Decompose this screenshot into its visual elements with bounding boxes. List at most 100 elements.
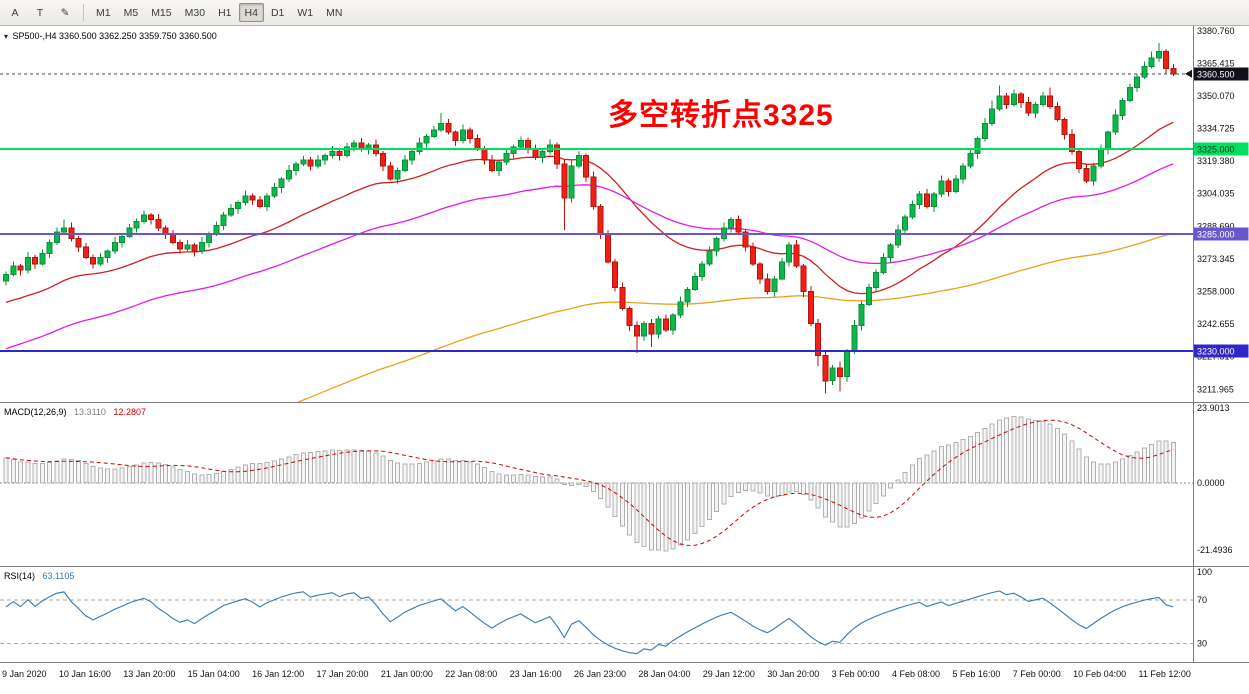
timeframe-button-mn[interactable]: MN xyxy=(326,6,343,19)
candle-body xyxy=(952,178,959,193)
macd-histogram-bar xyxy=(931,450,937,484)
candle-body xyxy=(1032,104,1039,114)
candle-body xyxy=(1148,57,1155,67)
macd-histogram-bar xyxy=(10,459,16,484)
candle-body xyxy=(728,218,734,229)
timeframe-button-d1[interactable]: D1 xyxy=(270,6,285,19)
macd-histogram-bar xyxy=(271,460,277,484)
candle-body xyxy=(880,257,887,273)
candle-body xyxy=(227,208,234,216)
text-tool-button[interactable]: T xyxy=(36,6,44,19)
macd-histogram-bar xyxy=(576,482,582,486)
macd-histogram-bar xyxy=(975,432,980,484)
candle-body xyxy=(720,227,727,239)
candle-body xyxy=(213,225,220,235)
candle-body xyxy=(568,165,575,199)
macd-histogram-bar xyxy=(235,466,241,484)
macd-histogram-bar xyxy=(917,457,922,484)
macd-histogram-bar xyxy=(561,482,567,486)
hline-tag-label: 3285.000 xyxy=(1197,230,1235,240)
timeframe-button-w1[interactable]: W1 xyxy=(297,6,314,19)
macd-histogram-bar xyxy=(90,465,96,484)
candle-body xyxy=(53,231,60,244)
candle-body xyxy=(300,159,307,165)
time-label: 10 Jan 16:00 xyxy=(58,669,111,679)
macd-histogram-bar xyxy=(315,451,321,484)
symbol-info: ▾ SP500-,H4 3360.500 3362.250 3359.750 3… xyxy=(4,31,217,41)
macd-histogram-bar xyxy=(1033,420,1038,484)
macd-histogram-bar xyxy=(119,467,125,484)
candle-body xyxy=(590,176,597,208)
font-tool-button[interactable]: A xyxy=(11,6,19,19)
macd-histogram-bar xyxy=(924,454,930,484)
candle-body xyxy=(764,278,771,293)
candle-body xyxy=(909,203,916,218)
macd-histogram-bar xyxy=(228,468,234,484)
macd-histogram-bar xyxy=(518,473,524,484)
macd-histogram-bar xyxy=(996,419,1002,484)
macd-histogram-bar xyxy=(1098,463,1104,484)
timeframe-button-m15[interactable]: M15 xyxy=(151,6,172,19)
candle-body xyxy=(438,123,444,131)
candle-body xyxy=(1025,102,1032,114)
price-pane-canvas[interactable] xyxy=(0,26,1193,402)
hline-tag xyxy=(1193,227,1249,241)
macd-histogram-bar xyxy=(851,482,857,524)
candle-body xyxy=(111,242,118,252)
candle-body xyxy=(155,218,162,229)
draw-tool-button[interactable]: ✎ xyxy=(60,6,70,19)
time-label: 13 Jan 20:00 xyxy=(123,669,176,679)
rsi-pane-canvas[interactable] xyxy=(0,567,1193,662)
macd-histogram-bar xyxy=(431,460,437,484)
candle-body xyxy=(517,140,524,148)
time-label: 15 Jan 04:00 xyxy=(187,669,240,679)
candle-body xyxy=(169,233,176,244)
macd-histogram-bar xyxy=(772,482,777,498)
candle-body xyxy=(865,286,872,305)
macd-histogram-bar xyxy=(482,467,487,484)
macd-histogram-bar xyxy=(670,482,676,550)
rsi-line xyxy=(5,590,1174,655)
candle-body xyxy=(786,244,792,263)
candle-body xyxy=(1010,93,1017,106)
candle-body xyxy=(996,95,1003,110)
candle-body xyxy=(322,155,328,161)
candle-body xyxy=(822,354,829,382)
candle-body xyxy=(778,261,785,280)
macd-histogram-bar xyxy=(525,474,531,484)
ma-line-65 xyxy=(5,163,1174,350)
macd-histogram-bar xyxy=(1105,463,1111,484)
candle-body xyxy=(735,218,742,233)
candle-body xyxy=(336,150,343,157)
time-label: 3 Feb 00:00 xyxy=(831,669,880,679)
timeframe-button-h4[interactable]: H4 xyxy=(238,3,264,22)
candle-body xyxy=(3,274,9,282)
candle-body xyxy=(916,193,923,205)
candle-body xyxy=(82,246,89,258)
macd-value-main: 13.3110 xyxy=(74,407,106,417)
timeframe-button-h1[interactable]: H1 xyxy=(218,6,232,19)
candle-body xyxy=(612,261,618,288)
candle-body xyxy=(97,257,104,265)
macd-histogram-bar xyxy=(779,482,785,496)
candle-body xyxy=(1112,114,1119,133)
macd-histogram-bar xyxy=(895,479,901,484)
candle-body xyxy=(938,180,945,195)
candle-body xyxy=(967,153,974,167)
macd-signal-line xyxy=(5,419,1174,546)
timeframe-button-m1[interactable]: M1 xyxy=(96,6,111,19)
candle-body xyxy=(198,242,205,252)
time-axis[interactable]: 9 Jan 2020 10 Jan 16:00 13 Jan 20:00 15 Jan… xyxy=(0,669,1193,679)
macd-histogram-bar xyxy=(387,459,393,484)
macd-histogram-bar xyxy=(1170,441,1176,484)
candle-body xyxy=(104,250,111,259)
timeframe-button-m5[interactable]: M5 xyxy=(123,6,139,19)
chart-area: 3380.760 3365.415 3350.070 3334.725 3319.380… xyxy=(0,26,1249,694)
macd-histogram-bar xyxy=(47,462,52,484)
timeframe-button-m30[interactable]: M30 xyxy=(184,6,206,19)
macd-histogram-bar xyxy=(692,482,698,535)
macd-histogram-bar xyxy=(1011,415,1017,484)
annotation-text[interactable]: 多空转折点3325 xyxy=(608,99,834,132)
macd-histogram-bar xyxy=(474,463,480,484)
macd-histogram-bar xyxy=(242,464,248,484)
